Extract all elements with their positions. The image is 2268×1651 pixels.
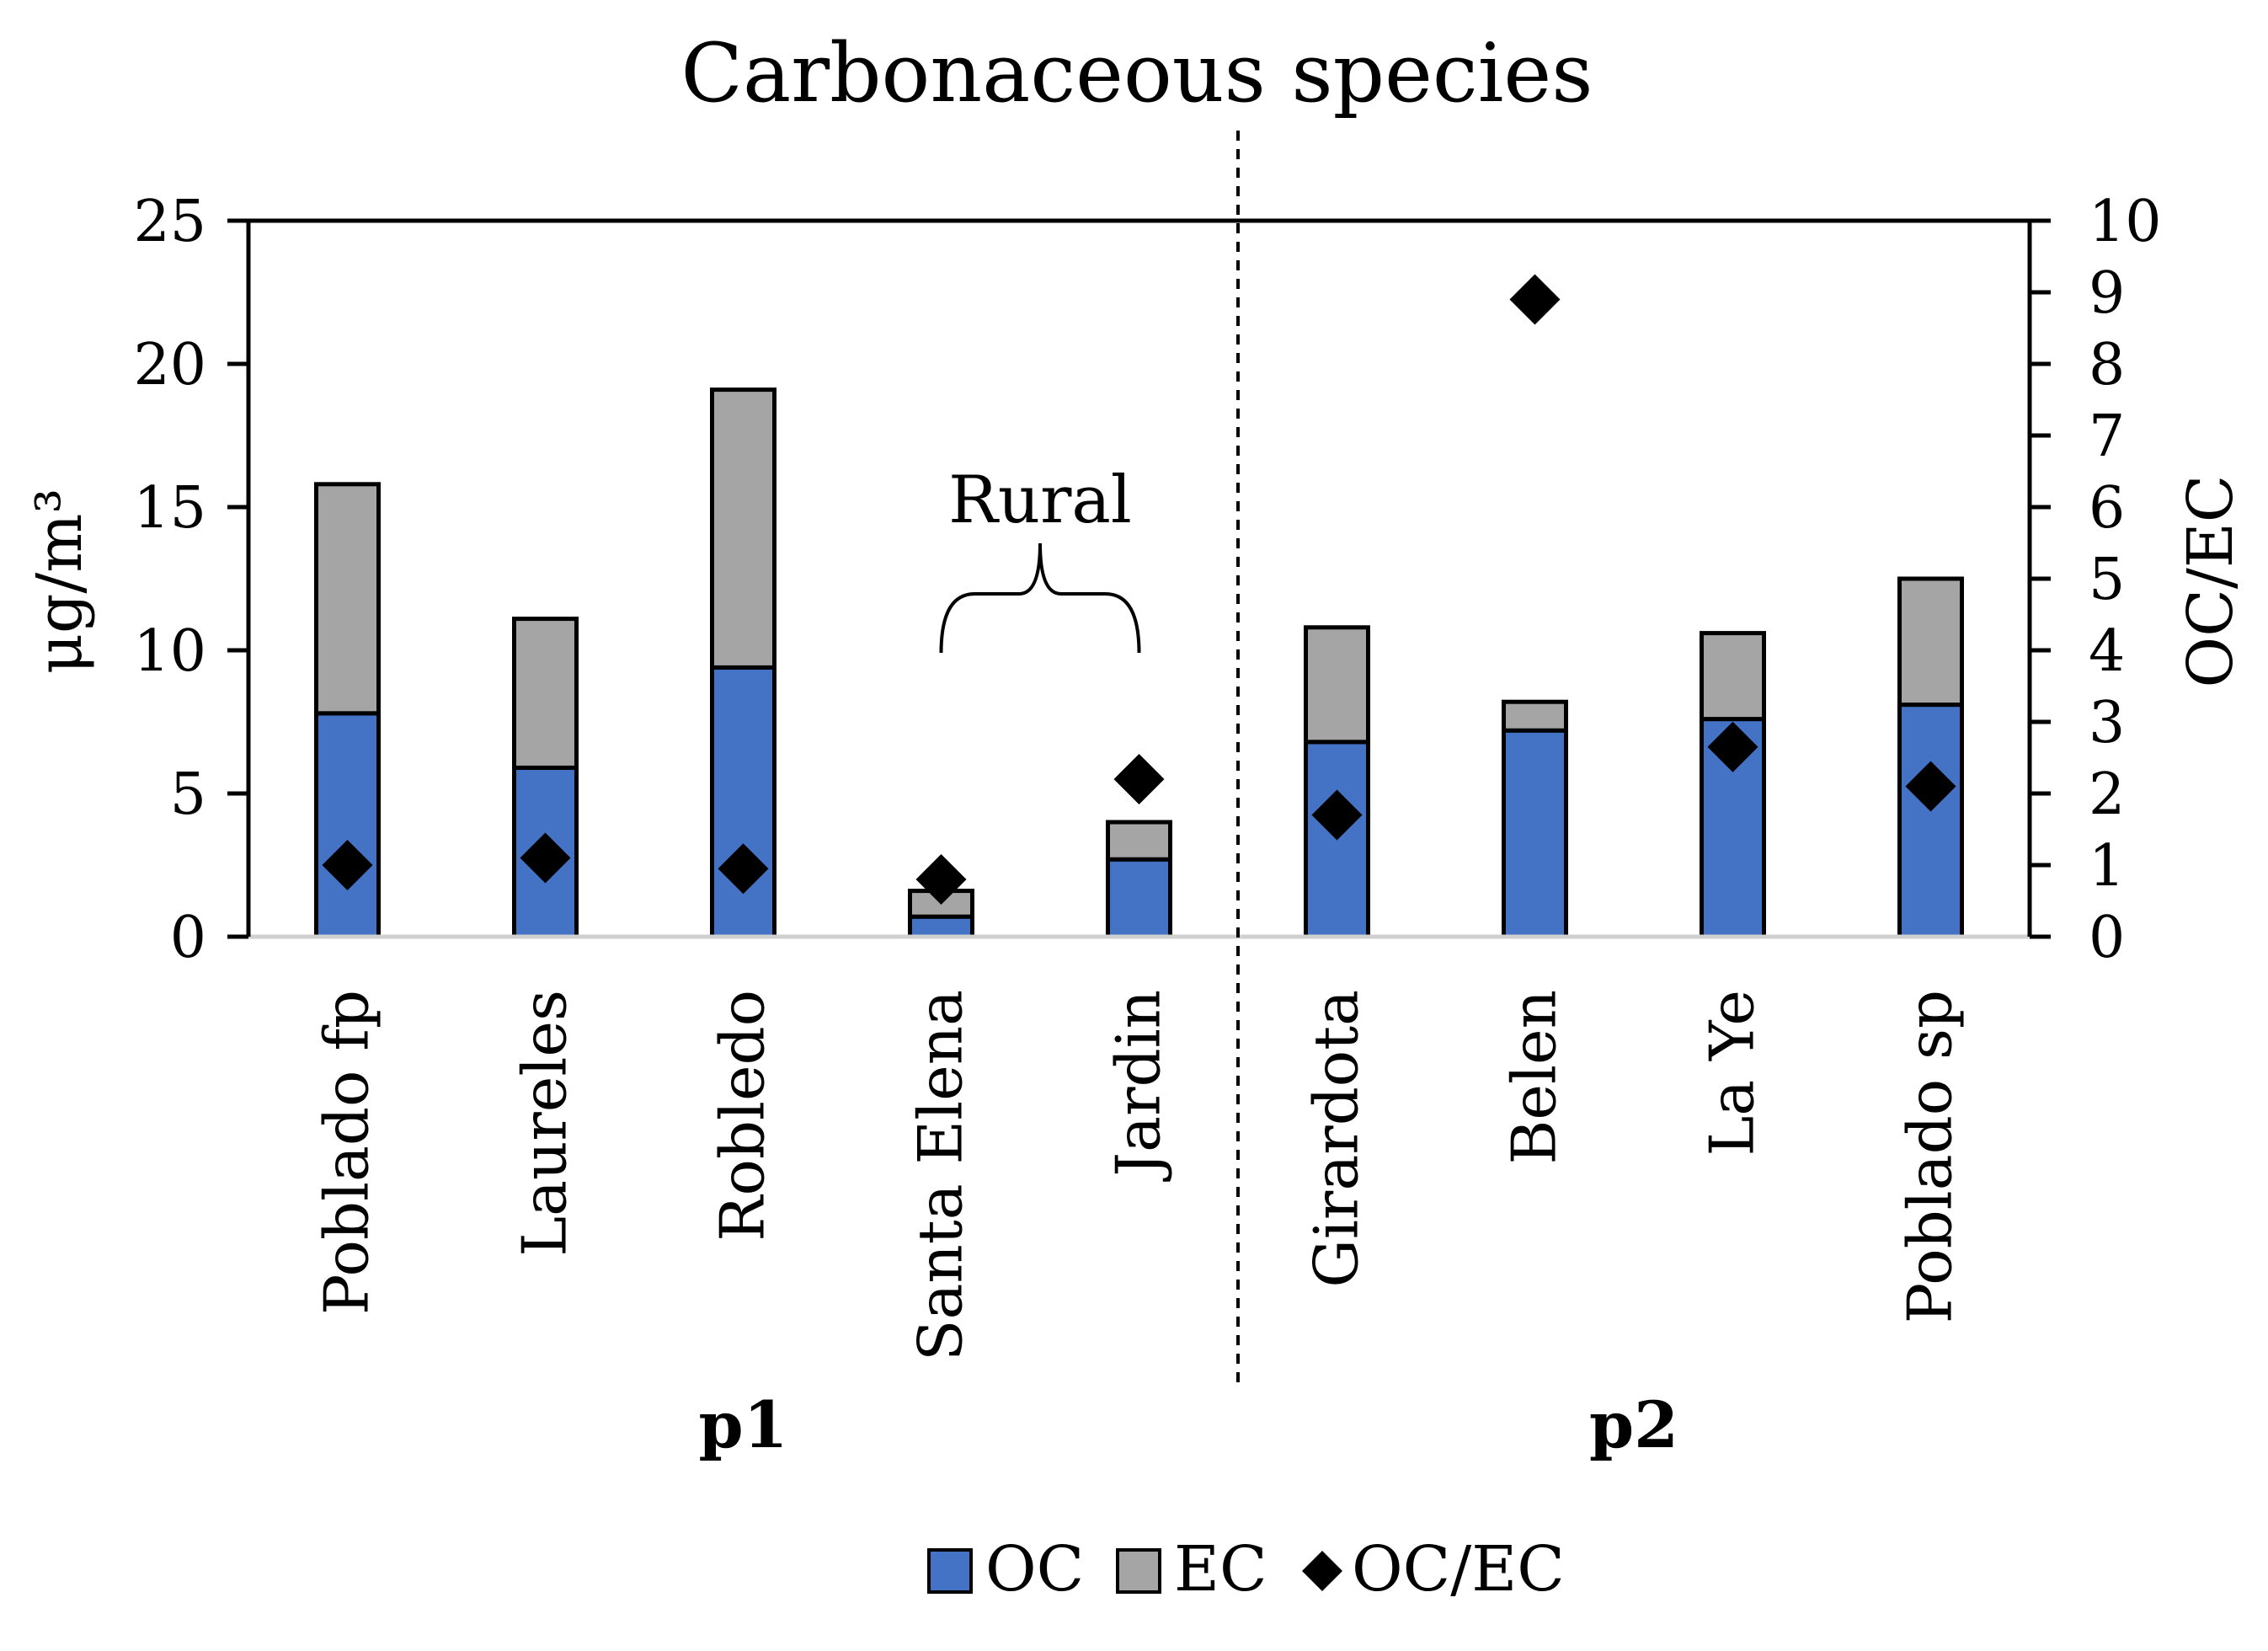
rural-label: Rural: [948, 462, 1132, 538]
right-tick-label: 8: [2089, 332, 2125, 398]
category-label: Robledo: [707, 990, 778, 1242]
category-label: Jardin: [1103, 990, 1174, 1183]
legend-swatch: [1116, 1548, 1161, 1594]
right-tick-label: 0: [2089, 905, 2125, 971]
right-tick-label: 3: [2089, 690, 2125, 756]
right-tick-label: 7: [2089, 403, 2125, 470]
right-tick-label: 1: [2089, 833, 2125, 900]
ratio-markers: [322, 274, 1956, 905]
legend: OC EC OC/EC: [927, 1533, 1565, 1606]
ratio-marker: [1113, 754, 1165, 804]
bar-oc: [1897, 703, 1964, 939]
rural-annotation: Rural: [939, 462, 1141, 654]
group-labels: p1 p2: [698, 1387, 1678, 1462]
ratio-marker: [718, 843, 769, 895]
bar-oc: [710, 665, 776, 939]
bar-ec: [1897, 576, 1964, 708]
ratio-marker: [915, 854, 967, 905]
category-label: La Ye: [1697, 990, 1768, 1157]
bar-oc: [908, 914, 974, 939]
category-label: Laureles: [510, 990, 580, 1257]
bar-ec: [1304, 625, 1370, 745]
legend-label: OC/EC: [1352, 1533, 1565, 1606]
left-tick-label: 5: [170, 761, 206, 828]
ratio-marker: [322, 840, 373, 890]
right-tick-label: 2: [2089, 761, 2125, 828]
left-tick-label: 0: [170, 905, 206, 971]
category-label: Santa Elena: [905, 990, 976, 1361]
category-label: Belen: [1499, 990, 1570, 1165]
ratio-marker: [520, 832, 571, 884]
ratio-marker: [1311, 789, 1363, 841]
right-tick-label: 6: [2089, 475, 2125, 542]
bar-ec: [1700, 631, 1766, 722]
y-axis-label: μg/m³: [24, 489, 96, 674]
bar-ec: [314, 482, 381, 716]
left-axis-ticks: 0 5 10 15 20 25: [133, 189, 248, 971]
category-labels: Poblado fp Laureles Robledo Santa Elena Jard…: [312, 990, 1966, 1361]
left-tick-label: 15: [133, 475, 206, 542]
ratio-marker: [1905, 761, 1956, 812]
left-tick-label: 20: [133, 332, 206, 398]
bar-ec: [512, 617, 579, 770]
bar-oc: [1502, 728, 1568, 939]
chart-title: Carbonaceous species: [681, 26, 1593, 120]
group-label: p1: [698, 1387, 787, 1462]
right-tick-label: 10: [2089, 189, 2162, 255]
category-label: Poblado fp: [312, 990, 382, 1315]
right-tick-label: 5: [2089, 547, 2125, 613]
bar-oc: [1106, 857, 1172, 939]
category-label: Poblado sp: [1895, 990, 1966, 1323]
legend-label: OC: [985, 1533, 1084, 1606]
right-tick-label: 4: [2089, 618, 2125, 685]
rural-brace: [939, 542, 1141, 654]
group-label: p2: [1589, 1387, 1678, 1462]
y2-axis-label: OC/EC: [2175, 475, 2247, 688]
ratio-marker: [1707, 721, 1758, 772]
legend-swatch: [1302, 1551, 1342, 1591]
bar-ec: [1106, 820, 1172, 862]
bar-ec: [710, 387, 776, 670]
ratio-marker: [1509, 274, 1561, 325]
legend-label: EC: [1174, 1533, 1267, 1606]
category-label: Girardota: [1301, 990, 1372, 1288]
left-tick-label: 25: [133, 189, 206, 255]
legend-swatch: [927, 1548, 973, 1594]
right-tick-label: 9: [2089, 260, 2125, 327]
bar-oc: [314, 711, 381, 939]
left-tick-label: 10: [133, 618, 206, 685]
bar-ec: [1502, 699, 1568, 733]
